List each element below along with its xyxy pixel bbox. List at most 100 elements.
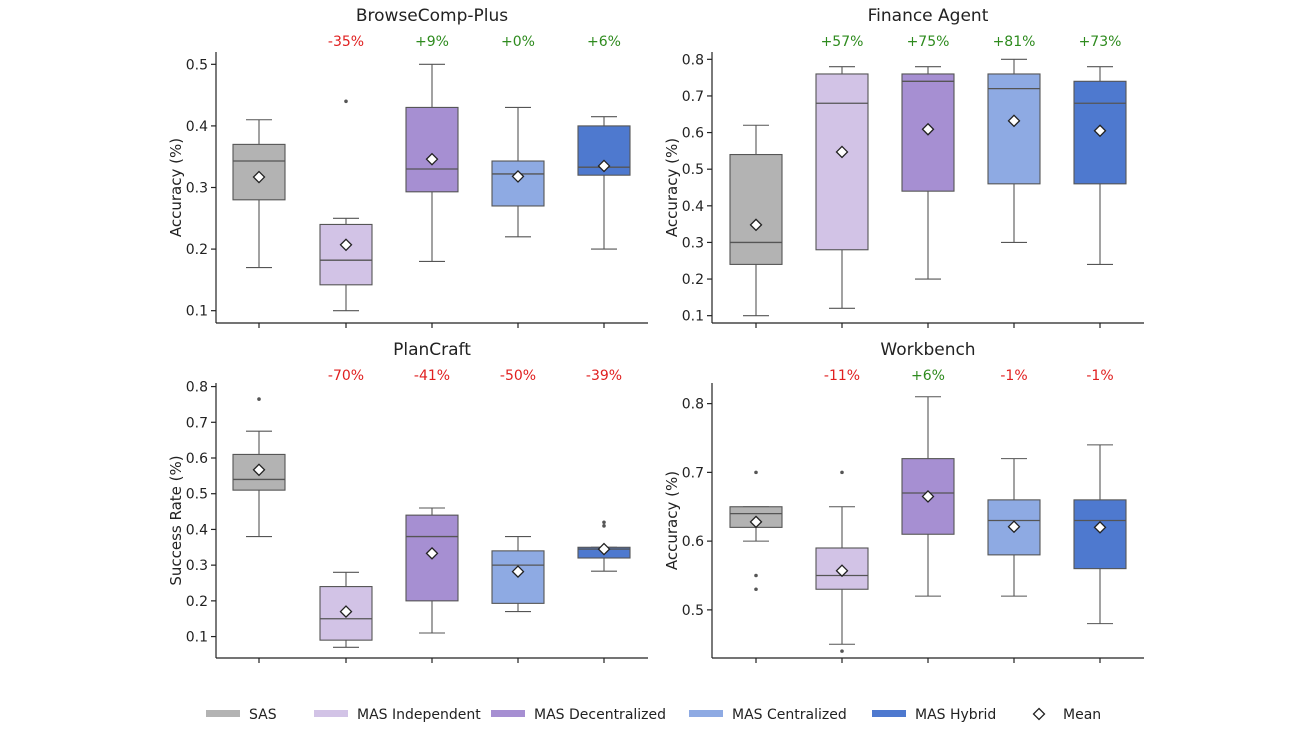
y-tick-label: 0.1 — [682, 309, 704, 325]
outlier-point — [257, 397, 261, 401]
delta-label: +81% — [993, 34, 1036, 50]
mean-marker — [511, 565, 525, 578]
delta-label: +73% — [1079, 34, 1122, 50]
box-mas-decentralized: +9% — [405, 34, 459, 328]
box-mas-independent: +57% — [815, 34, 869, 328]
box-sas — [232, 397, 286, 663]
delta-label: -39% — [586, 368, 622, 384]
mean-marker — [921, 122, 935, 136]
delta-label: +9% — [415, 34, 449, 50]
box-iqr — [319, 223, 373, 286]
y-axis-label: Accuracy (%) — [663, 471, 681, 570]
outlier-point — [754, 573, 758, 578]
box-mas-centralized: -1% — [987, 368, 1041, 663]
outlier-point — [602, 524, 606, 528]
outlier-point — [602, 520, 606, 525]
legend-label: MAS Decentralized — [534, 707, 666, 723]
y-axis-label: Success Rate (%) — [167, 455, 185, 585]
y-tick-label: 0.6 — [682, 534, 704, 550]
box-iqr — [987, 73, 1041, 185]
y-tick-label: 0.2 — [186, 594, 208, 610]
y-tick-label: 0.2 — [186, 242, 208, 258]
legend-item-mas-centralized: MAS Centralized — [689, 707, 847, 723]
legend-item-mean: Mean — [1032, 707, 1101, 723]
legend-mean-marker — [1032, 707, 1046, 721]
y-tick-label: 0.5 — [186, 487, 208, 503]
y-tick-label: 0.1 — [186, 630, 208, 646]
legend-item-mas-hybrid: MAS Hybrid — [872, 707, 996, 723]
outlier-point — [754, 470, 758, 475]
legend-label: Mean — [1063, 707, 1101, 723]
box-sas — [729, 124, 783, 328]
legend-label: MAS Centralized — [732, 707, 847, 723]
box-mas-hybrid: -1% — [1073, 368, 1127, 663]
mean-marker — [749, 218, 763, 232]
delta-label: +6% — [911, 368, 945, 384]
box-iqr — [405, 106, 459, 193]
y-tick-label: 0.7 — [186, 415, 208, 431]
y-tick-label: 0.5 — [682, 603, 704, 619]
delta-label: +75% — [907, 34, 950, 50]
box-mas-hybrid: +73% — [1073, 34, 1127, 328]
panel-workbench: Workbench 0.5 0.6 0.7 0.8 Accuracy (%) -11% +6%… — [663, 340, 1144, 663]
outlier-point — [840, 649, 844, 653]
legend-swatch — [689, 710, 723, 717]
y-tick-label: 0.7 — [682, 465, 704, 481]
box-mas-decentralized: +6% — [901, 368, 955, 663]
panel-browsecomp-plus: BrowseComp-Plus 0.1 0.2 0.3 0.4 0.5 Accuracy (… — [167, 6, 648, 328]
delta-label: -70% — [328, 368, 364, 384]
mean-marker — [835, 145, 849, 159]
y-tick-label: 0.4 — [682, 199, 704, 215]
y-tick-label: 0.8 — [682, 52, 704, 68]
mean-marker — [1093, 124, 1107, 138]
y-axis-label: Accuracy (%) — [663, 138, 681, 237]
box-iqr — [491, 160, 545, 207]
mean-marker — [597, 542, 611, 556]
delta-label: -1% — [1086, 368, 1113, 384]
y-tick-label: 0.4 — [186, 119, 208, 135]
panel-plancraft: PlanCraft 0.1 0.2 0.3 0.4 0.5 0.6 0.7 0.8 Success… — [167, 340, 648, 663]
mean-marker — [1007, 520, 1021, 534]
box-mas-centralized: +81% — [987, 34, 1041, 328]
panel-title: PlanCraft — [393, 340, 471, 360]
mean-marker — [597, 159, 611, 173]
box-iqr — [1073, 499, 1127, 570]
mean-marker — [252, 463, 266, 477]
mean-marker — [425, 152, 439, 166]
box-mas-centralized: -50% — [491, 368, 545, 663]
legend-item-mas-independent: MAS Independent — [314, 707, 481, 723]
y-tick-label: 0.4 — [186, 522, 208, 538]
y-tick-label: 0.3 — [186, 558, 208, 574]
y-tick-label: 0.6 — [186, 451, 208, 467]
panel-finance-agent: Finance Agent 0.1 0.2 0.3 0.4 0.5 0.6 0.7 0.8 Acc… — [663, 6, 1144, 328]
legend-swatch — [491, 710, 525, 717]
y-tick-label: 0.8 — [682, 397, 704, 413]
outlier-point — [344, 99, 348, 104]
legend-label: SAS — [249, 707, 277, 723]
panel-title: Workbench — [880, 340, 975, 360]
y-tick-label: 0.1 — [186, 304, 208, 320]
legend-item-sas: SAS — [206, 707, 277, 723]
box-sas — [232, 119, 286, 328]
legend-label: MAS Hybrid — [915, 707, 996, 723]
box-mas-hybrid: +6% — [577, 34, 631, 328]
box-iqr — [405, 514, 459, 602]
box-iqr — [815, 73, 869, 251]
delta-label: +57% — [821, 34, 864, 50]
delta-label: -11% — [824, 368, 860, 384]
legend-swatch — [314, 710, 348, 717]
delta-label: +6% — [587, 34, 621, 50]
mean-marker — [1093, 520, 1107, 534]
panel-title: Finance Agent — [868, 6, 989, 26]
y-tick-label: 0.7 — [682, 89, 704, 105]
box-sas — [729, 470, 783, 663]
box-mas-independent: -70% — [319, 368, 373, 663]
legend-label: MAS Independent — [357, 707, 481, 723]
y-tick-label: 0.5 — [186, 57, 208, 73]
mean-marker — [511, 169, 525, 183]
mean-marker — [252, 170, 266, 184]
y-tick-label: 0.3 — [682, 235, 704, 251]
delta-label: -41% — [414, 368, 450, 384]
